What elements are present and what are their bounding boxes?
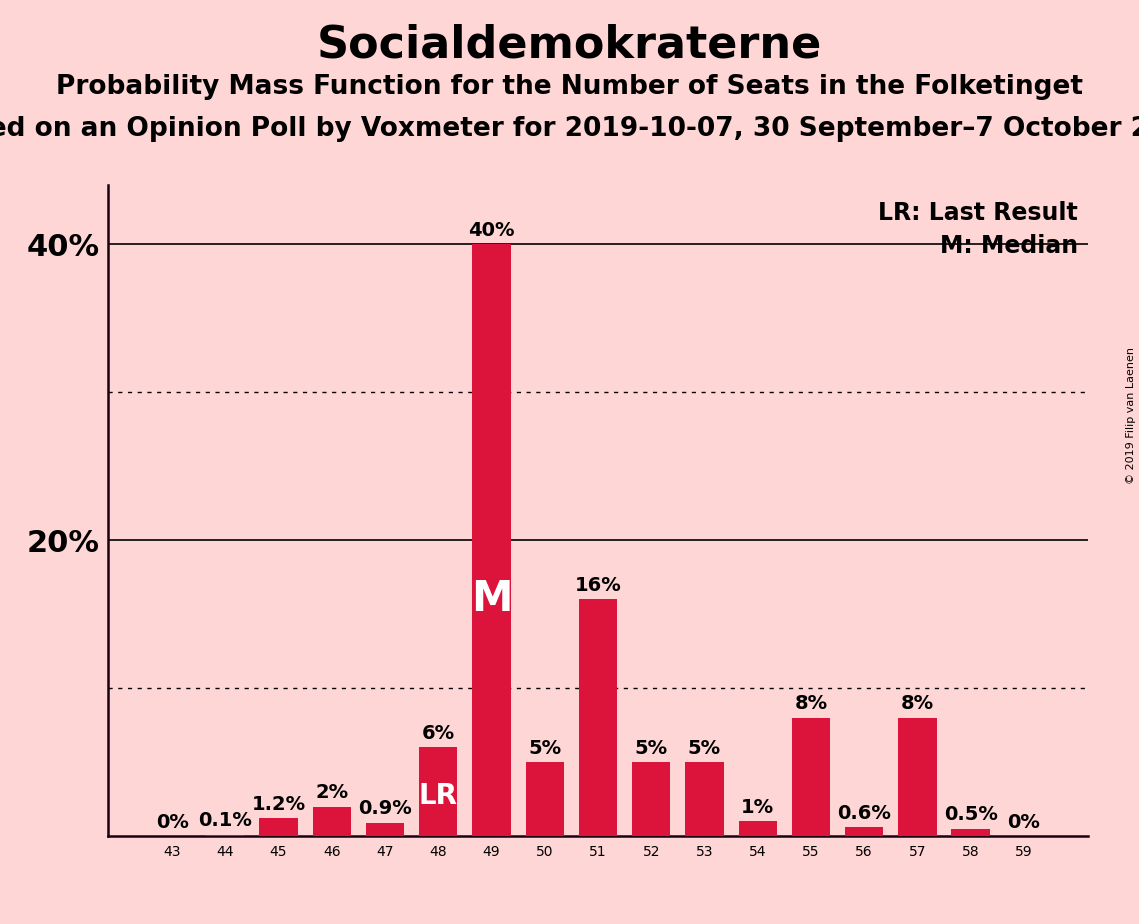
Text: 8%: 8% <box>901 694 934 713</box>
Text: 5%: 5% <box>528 739 562 758</box>
Text: Probability Mass Function for the Number of Seats in the Folketinget: Probability Mass Function for the Number… <box>56 74 1083 100</box>
Text: Based on an Opinion Poll by Voxmeter for 2019-10-07, 30 September–7 October 2019: Based on an Opinion Poll by Voxmeter for… <box>0 116 1139 141</box>
Text: 0.6%: 0.6% <box>837 804 891 823</box>
Text: 40%: 40% <box>468 221 515 239</box>
Bar <box>260 819 297 836</box>
Text: 5%: 5% <box>634 739 667 758</box>
Text: Socialdemokraterne: Socialdemokraterne <box>317 23 822 67</box>
Bar <box>473 244 510 836</box>
Text: 2%: 2% <box>316 784 349 802</box>
Text: 0%: 0% <box>1007 813 1040 832</box>
Text: M: M <box>470 578 513 620</box>
Bar <box>792 718 830 836</box>
Text: 0.1%: 0.1% <box>198 811 252 831</box>
Text: 0.9%: 0.9% <box>358 799 412 819</box>
Bar <box>845 827 884 836</box>
Text: 0%: 0% <box>156 813 189 832</box>
Bar <box>632 762 671 836</box>
Text: 1.2%: 1.2% <box>252 795 305 814</box>
Text: 0.5%: 0.5% <box>944 806 998 824</box>
Bar <box>419 748 458 836</box>
Bar <box>738 821 777 836</box>
Bar <box>686 762 723 836</box>
Text: 8%: 8% <box>794 694 827 713</box>
Bar <box>366 823 404 836</box>
Bar <box>951 829 990 836</box>
Bar <box>312 807 351 836</box>
Bar <box>899 718 936 836</box>
Text: 1%: 1% <box>741 798 775 817</box>
Text: 16%: 16% <box>574 576 622 595</box>
Text: © 2019 Filip van Laenen: © 2019 Filip van Laenen <box>1126 347 1136 484</box>
Text: LR: LR <box>419 782 458 809</box>
Text: 5%: 5% <box>688 739 721 758</box>
Text: 6%: 6% <box>421 723 454 743</box>
Text: LR: Last Result: LR: Last Result <box>878 201 1077 225</box>
Text: M: Median: M: Median <box>940 234 1077 258</box>
Bar <box>579 600 617 836</box>
Bar <box>206 834 245 836</box>
Bar <box>525 762 564 836</box>
